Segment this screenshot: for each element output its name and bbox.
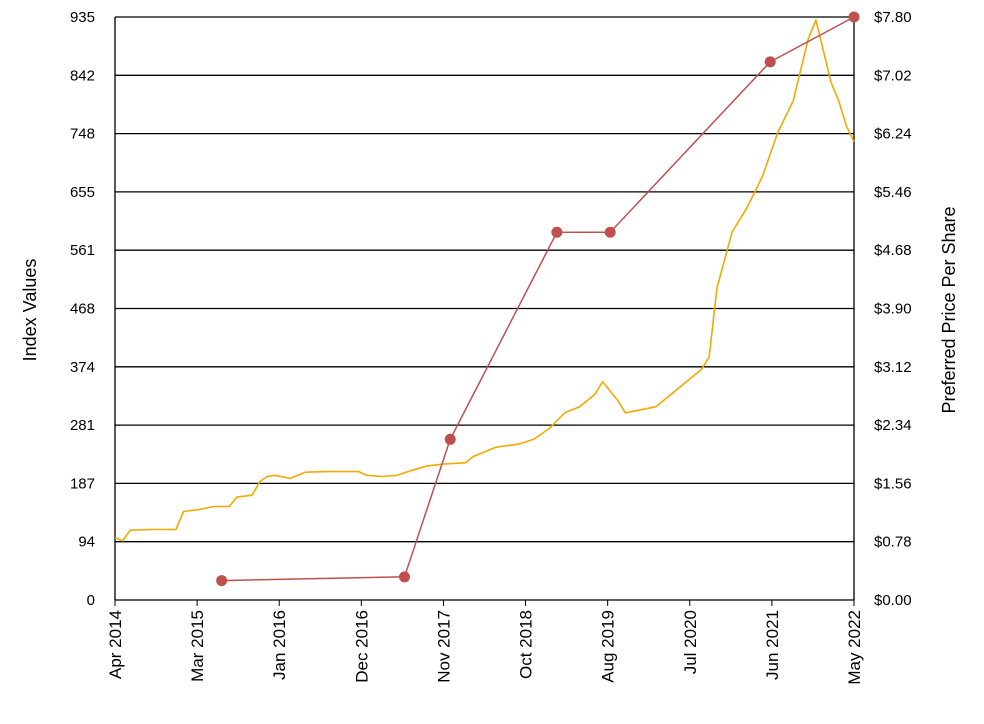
price-point	[764, 56, 776, 68]
left-tick-label: 94	[78, 534, 95, 551]
x-tick-label: May 2022	[845, 610, 864, 685]
left-axis-ticks: 0 94 187 281 374 468 561 655 748 842 935	[70, 9, 95, 609]
price-point	[848, 11, 860, 23]
x-axis-ticks: Apr 2014 Mar 2015 Jan 2016 Dec 2016 Nov 2017…	[106, 600, 864, 685]
x-tick-label: Apr 2014	[106, 610, 125, 679]
right-tick-label: $4.68	[874, 242, 912, 259]
left-tick-label: 748	[70, 126, 95, 143]
left-tick-label: 655	[70, 184, 95, 201]
x-tick-label: Jul 2020	[681, 610, 700, 674]
right-axis-title: Preferred Price Per Share	[939, 206, 959, 413]
left-tick-label: 842	[70, 67, 95, 84]
preferred-price-line	[221, 16, 855, 582]
left-tick-label: 935	[70, 9, 95, 26]
price-point	[604, 226, 616, 238]
right-tick-label: $6.24	[874, 126, 912, 143]
price-point	[399, 571, 411, 583]
right-tick-label: $1.56	[874, 475, 912, 492]
preferred-price-markers	[216, 11, 860, 587]
right-tick-label: $2.34	[874, 417, 912, 434]
left-tick-label: 0	[87, 592, 95, 609]
right-axis-ticks: $0.00 $0.78 $1.56 $2.34 $3.12 $3.90 $4.68 $5.46…	[874, 9, 912, 609]
right-tick-label: $0.00	[874, 592, 912, 609]
x-tick-label: Mar 2015	[188, 610, 207, 682]
right-tick-label: $7.02	[874, 67, 912, 84]
left-tick-label: 561	[70, 242, 95, 259]
price-point	[551, 226, 563, 238]
x-tick-label: Aug 2019	[599, 610, 618, 683]
left-tick-label: 281	[70, 417, 95, 434]
gridlines	[115, 16, 854, 601]
right-tick-label: $5.46	[874, 184, 912, 201]
x-tick-label: Nov 2017	[434, 610, 453, 683]
left-tick-label: 468	[70, 301, 95, 318]
x-tick-label: Jun 2021	[763, 610, 782, 680]
left-axis-title: Index Values	[20, 259, 40, 362]
plot-frame	[114, 17, 855, 600]
right-tick-label: $7.80	[874, 9, 912, 26]
x-tick-label: Dec 2016	[352, 610, 371, 683]
x-tick-label: Jan 2016	[270, 610, 289, 680]
right-tick-label: $0.78	[874, 534, 912, 551]
index-values-line	[114, 19, 855, 542]
price-point	[444, 433, 456, 445]
right-tick-label: $3.12	[874, 359, 912, 376]
left-tick-label: 374	[70, 359, 95, 376]
price-point	[216, 575, 228, 587]
left-tick-label: 187	[70, 475, 95, 492]
right-tick-label: $3.90	[874, 301, 912, 318]
x-tick-label: Oct 2018	[517, 610, 536, 679]
